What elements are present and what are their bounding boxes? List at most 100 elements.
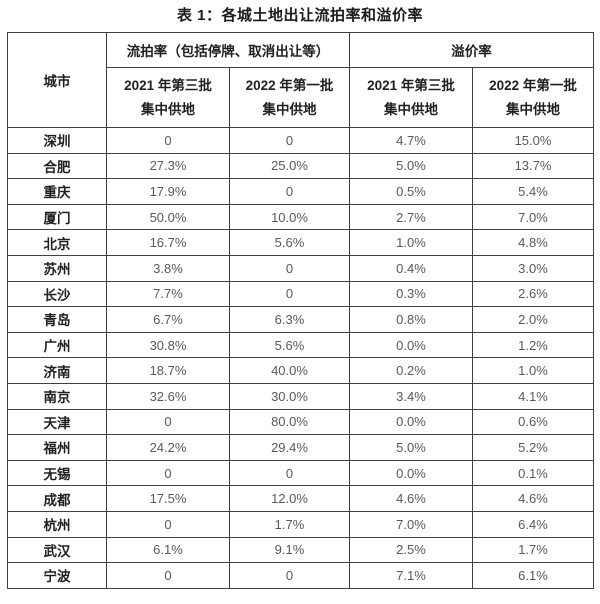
subheader-line: 集中供地 [141,101,195,117]
subheader-line: 2021 年第三批 [367,77,455,93]
city-cell: 长沙 [7,280,107,308]
value-cell: 0.1% [472,459,594,487]
city-cell: 成都 [7,485,107,512]
value-cell: 25.0% [229,152,350,180]
city-cell: 济南 [7,357,107,384]
value-cell: 0 [106,510,230,538]
value-cell: 30.8% [106,331,230,359]
table-row: 济南 18.7% 40.0% 0.2% 1.0% [7,357,594,384]
value-cell: 5.0% [349,152,473,180]
subheader-line: 2021 年第三批 [124,77,212,93]
value-cell: 3.0% [472,254,594,282]
value-cell: 2.7% [349,203,473,231]
table-row: 厦门 50.0% 10.0% 2.7% 7.0% [7,203,594,231]
table-row: 福州 24.2% 29.4% 5.0% 5.2% [7,434,594,461]
value-cell: 0 [229,459,350,487]
table-row: 杭州 0 1.7% 7.0% 6.4% [7,510,594,538]
value-cell: 0 [229,254,350,282]
table-row: 成都 17.5% 12.0% 4.6% 4.6% [7,485,594,512]
value-cell: 17.9% [106,178,230,205]
value-cell: 0.8% [349,306,473,333]
table-row: 北京 16.7% 5.6% 1.0% 4.8% [7,229,594,256]
city-cell: 福州 [7,434,107,461]
header-sub-row: 2021 年第三批 集中供地 2022 年第一批 集中供地 2021 年第三批 … [8,67,594,128]
value-cell: 7.1% [349,562,473,589]
value-cell: 1.7% [472,536,594,564]
value-cell: 18.7% [106,357,230,384]
value-cell: 0.0% [349,459,473,487]
value-cell: 1.2% [472,331,594,359]
value-cell: 2.0% [472,306,594,333]
subheader-line: 集中供地 [506,101,560,117]
city-cell: 苏州 [7,254,107,282]
value-cell: 4.6% [472,485,594,512]
table-body: 深圳 0 0 4.7% 15.0% 合肥 27.3% 25.0% 5.0% 13.7% 重庆 17.9… [7,127,594,589]
table-header: 城市 流拍率（包括停牌、取消出让等） 溢价率 2021 年第三批 集中供地 20… [7,32,594,128]
subheader-failure-2022-batch1: 2022 年第一批 集中供地 [229,67,350,128]
column-group-failure-rate: 流拍率（包括停牌、取消出让等） [106,32,350,68]
value-cell: 0 [106,408,230,436]
value-cell: 0.5% [349,178,473,205]
value-cell: 24.2% [106,434,230,461]
city-cell: 武汉 [7,536,107,564]
value-cell: 0.4% [349,254,473,282]
value-cell: 0 [106,127,230,154]
value-cell: 10.0% [229,203,350,231]
value-cell: 3.8% [106,254,230,282]
value-cell: 2.5% [349,536,473,564]
value-cell: 9.1% [229,536,350,564]
table-row: 广州 30.8% 5.6% 0.0% 1.2% [7,331,594,359]
table-row: 武汉 6.1% 9.1% 2.5% 1.7% [7,536,594,564]
value-cell: 6.7% [106,306,230,333]
table-row: 天津 0 80.0% 0.0% 0.6% [7,408,594,436]
value-cell: 6.3% [229,306,350,333]
value-cell: 0 [229,178,350,205]
city-cell: 厦门 [7,203,107,231]
city-cell: 北京 [7,229,107,256]
value-cell: 0 [229,280,350,308]
value-cell: 5.4% [472,178,594,205]
table-row: 宁波 0 0 7.1% 6.1% [7,562,594,589]
value-cell: 27.3% [106,152,230,180]
table-title: 表 1：各城土地出让流拍率和溢价率 [176,7,423,24]
value-cell: 0 [229,562,350,589]
value-cell: 16.7% [106,229,230,256]
value-cell: 5.6% [229,229,350,256]
value-cell: 32.6% [106,382,230,410]
table-row: 重庆 17.9% 0 0.5% 5.4% [7,178,594,205]
subheader-line: 2022 年第一批 [245,77,334,93]
table-row: 合肥 27.3% 25.0% 5.0% 13.7% [7,152,594,180]
table-row: 南京 32.6% 30.0% 3.4% 4.1% [7,382,594,410]
city-cell: 杭州 [7,510,107,538]
value-cell: 1.0% [349,229,473,256]
value-cell: 5.6% [229,331,350,359]
value-cell: 0 [106,562,230,589]
value-cell: 0 [229,127,350,154]
value-cell: 3.4% [349,382,473,410]
value-cell: 0.3% [349,280,473,308]
city-cell: 天津 [7,408,107,436]
value-cell: 1.0% [472,357,594,384]
value-cell: 7.0% [472,203,594,231]
subheader-line: 2022 年第一批 [489,77,577,93]
value-cell: 0.0% [349,408,473,436]
value-cell: 4.1% [472,382,594,410]
value-cell: 4.7% [349,127,473,154]
value-cell: 30.0% [229,382,350,410]
value-cell: 0 [106,459,230,487]
header-group-row: 城市 流拍率（包括停牌、取消出让等） 溢价率 [7,32,594,128]
city-cell: 无锡 [7,459,107,487]
value-cell: 6.4% [472,510,594,538]
city-cell: 青岛 [7,306,107,333]
city-cell: 宁波 [7,562,107,589]
city-cell: 南京 [7,382,107,410]
city-cell: 合肥 [7,152,107,180]
value-cell: 5.2% [472,434,594,461]
value-cell: 17.5% [106,485,230,512]
value-cell: 0.6% [472,408,594,436]
table-row: 深圳 0 0 4.7% 15.0% [7,127,594,154]
value-cell: 6.1% [472,562,594,589]
city-cell: 广州 [7,331,107,359]
column-group-premium-rate: 溢价率 [349,32,594,68]
